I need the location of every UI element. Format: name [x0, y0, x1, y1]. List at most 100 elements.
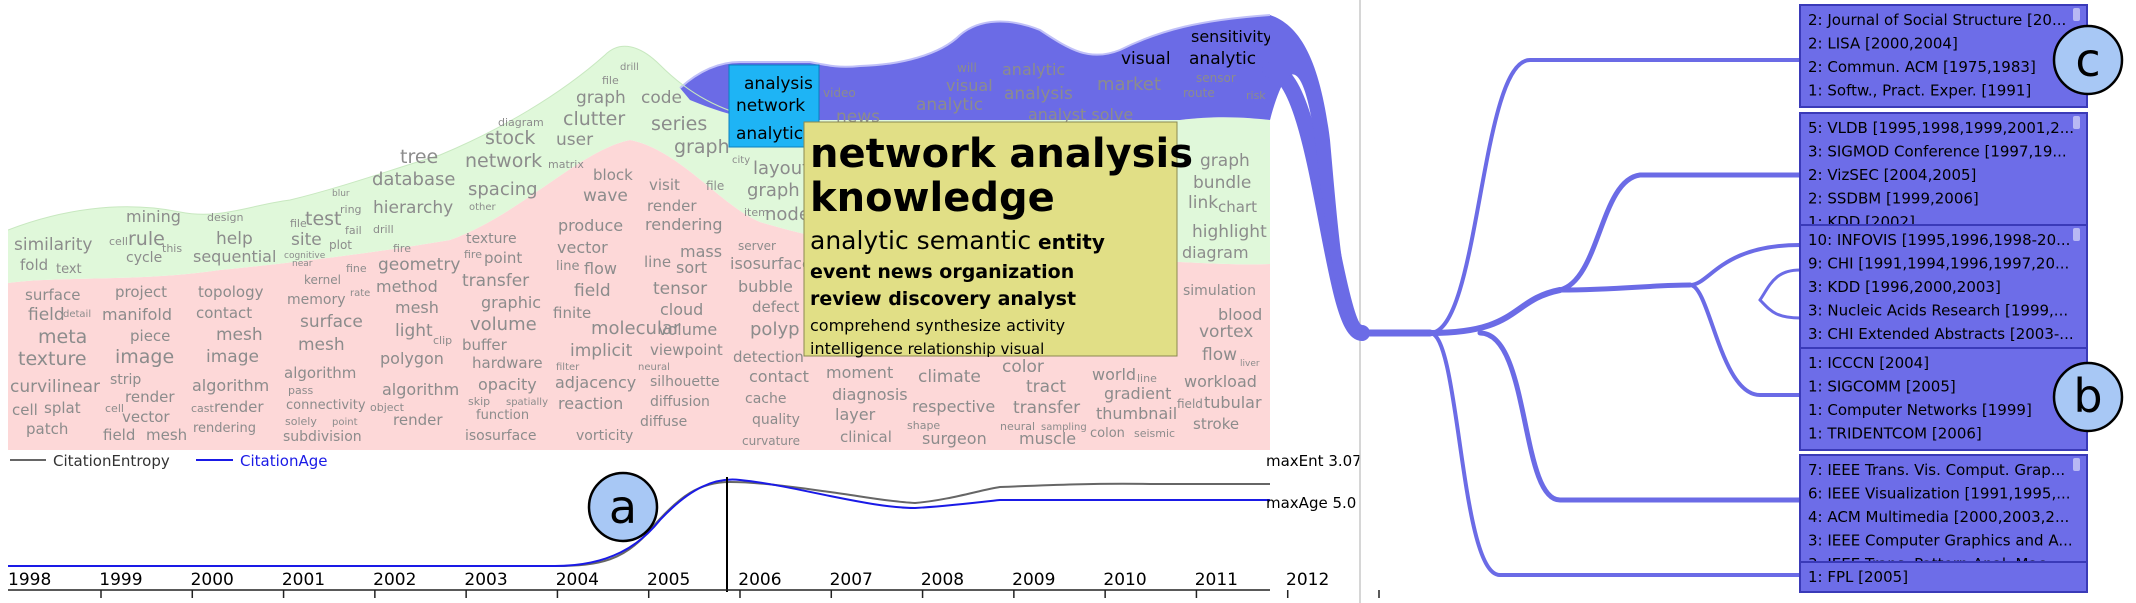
- branch-hci: [1688, 243, 1802, 287]
- topic-word: meta: [38, 326, 87, 348]
- tooltip-term: intelligence: [810, 339, 903, 358]
- venue-item[interactable]: 2: VizSEC [2004,2005]: [1808, 166, 1976, 184]
- tooltip-term: activity: [1001, 316, 1065, 335]
- topic-word: sampling: [1041, 422, 1087, 433]
- red-topic-band[interactable]: [8, 140, 1270, 450]
- tooltip-term: review: [810, 288, 882, 310]
- venue-group-scrollbar[interactable]: [2073, 8, 2080, 21]
- venue-item[interactable]: 1: SIGCOMM [2005]: [1808, 378, 1956, 396]
- topic-word: field: [28, 305, 65, 325]
- topic-word: splat: [44, 399, 81, 417]
- branch-kdd: [1758, 268, 1802, 302]
- topic-word: visual: [946, 76, 993, 95]
- venue-item[interactable]: 10: INFOVIS [1995,1996,1998-20...: [1808, 231, 2070, 249]
- venue-item[interactable]: 1: TRIDENTCOM [2006]: [1808, 425, 1982, 443]
- venue-item[interactable]: 1: FPL [2005]: [1808, 568, 1908, 586]
- venue-item[interactable]: 4: ACM Multimedia [2000,2003,2...: [1808, 508, 2069, 526]
- badge-b: b: [2052, 361, 2124, 433]
- venue-item[interactable]: 7: IEEE Trans. Vis. Comput. Grap...: [1808, 461, 2065, 479]
- topic-word: mesh: [216, 325, 263, 345]
- venue-group[interactable]: 5: VLDB [1995,1998,1999,2001,2... 3: SIGM…: [1799, 112, 2088, 240]
- venue-item[interactable]: 1: ICCCN [2004]: [1808, 354, 1929, 372]
- topic-word: algorithm: [284, 364, 356, 382]
- venue-group-scrollbar[interactable]: [2073, 116, 2080, 129]
- highlight-term-1: analysis: [744, 74, 813, 94]
- topic-word: analytic: [1002, 60, 1065, 79]
- topic-word: route: [1183, 86, 1215, 100]
- topic-word: analytic: [1189, 49, 1256, 69]
- topic-word: world: [1092, 365, 1136, 384]
- venue-item[interactable]: 3: Nucleic Acids Research [1999,...: [1808, 302, 2068, 320]
- venue-item[interactable]: 1: Softw., Pract. Exper. [1991]: [1808, 82, 2031, 100]
- branch-c: [1428, 58, 1802, 335]
- venue-item[interactable]: 3: CHI Extended Abstracts [2003-...: [1808, 325, 2074, 343]
- topic-word: render: [393, 411, 443, 429]
- tooltip-term: discovery: [882, 288, 992, 310]
- topic-word: image: [115, 346, 174, 368]
- topic-word: sort: [676, 258, 707, 277]
- topic-word: near: [292, 259, 313, 269]
- venue-group-scrollbar[interactable]: [2073, 458, 2080, 471]
- topic-word: opacity: [478, 375, 537, 394]
- venue-item[interactable]: 2: SSDBM [1999,2006]: [1808, 190, 1979, 208]
- topic-word: vortex: [1199, 322, 1253, 342]
- topic-word: user: [556, 130, 593, 150]
- topic-word: visual: [1121, 49, 1171, 69]
- venue-item[interactable]: 3: SIGMOD Conference [1997,19...: [1808, 143, 2067, 161]
- venue-item[interactable]: 6: IEEE Visualization [1991,1995,...: [1808, 485, 2071, 503]
- topic-word: filter: [556, 362, 580, 373]
- topic-word: quality: [752, 412, 800, 428]
- venue-group-scrollbar[interactable]: [2073, 228, 2080, 241]
- stream-to-tree-link-fill: [1270, 15, 1362, 340]
- venue-group[interactable]: 7: IEEE Trans. Vis. Comput. Grap... 6: IE…: [1799, 454, 2088, 582]
- topic-word: help: [216, 229, 253, 249]
- venue-group[interactable]: 1: ICCCN [2004] 1: SIGCOMM [2005] 1: Compu…: [1799, 347, 2088, 451]
- year-label: 2002: [373, 570, 416, 590]
- topic-word: produce: [558, 216, 623, 235]
- blue-topic-band[interactable]: [680, 15, 1270, 120]
- topic-word: highlight: [1192, 222, 1267, 242]
- year-label: 2011: [1195, 570, 1238, 590]
- topic-word: bubble: [738, 277, 793, 296]
- venue-item[interactable]: 1: Computer Networks [1999]: [1808, 401, 2032, 419]
- topic-word: fold: [20, 256, 48, 274]
- topic-word: cell: [105, 402, 124, 415]
- venue-item[interactable]: 3: KDD [1996,2000,2003]: [1808, 278, 2001, 296]
- venue-group[interactable]: 2: Journal of Social Structure [20... 2: …: [1799, 4, 2088, 108]
- venue-item[interactable]: 2: Commun. ACM [1975,1983]: [1808, 58, 2036, 76]
- topic-word: chart: [1218, 198, 1257, 216]
- topic-word: mass: [680, 242, 722, 261]
- topic-word: plot: [329, 238, 352, 252]
- topic-word: link: [1188, 193, 1218, 213]
- venue-item[interactable]: 2: LISA [2000,2004]: [1808, 35, 1958, 53]
- topic-word: memory: [287, 292, 346, 308]
- badge-c-circle: [2052, 24, 2124, 96]
- topic-word: item: [744, 206, 769, 219]
- topic-word: diagram: [498, 116, 544, 129]
- topic-word: file: [706, 179, 724, 193]
- year-label: 2004: [556, 570, 599, 590]
- venue-panels[interactable]: 2: Journal of Social Structure [20... 2: …: [1799, 4, 2088, 593]
- year-label: 2009: [1012, 570, 1055, 590]
- topic-word: sequential: [193, 247, 276, 266]
- citation-timeline-chart[interactable]: maxEnt 3.07 maxAge 5.0 1998 1999 2000 2001 2…: [8, 452, 1380, 598]
- topic-word: neural: [1000, 420, 1035, 433]
- topic-word: spacing: [468, 179, 538, 200]
- topic-word: vector: [557, 238, 608, 257]
- topic-word: city: [732, 155, 750, 166]
- topic-word: visit: [649, 176, 680, 194]
- topic-word: field: [103, 426, 135, 444]
- topic-word: piece: [130, 327, 170, 345]
- topic-word: respective: [912, 397, 995, 416]
- venue-item[interactable]: 2: Journal of Social Structure [20...: [1808, 11, 2066, 29]
- venue-group[interactable]: 10: INFOVIS [1995,1996,1998-20... 9: CHI …: [1799, 224, 2088, 352]
- venue-item[interactable]: 3: IEEE Computer Graphics and A...: [1808, 532, 2073, 550]
- topic-word: bundle: [1193, 173, 1251, 193]
- venue-item[interactable]: 5: VLDB [1995,1998,1999,2001,2...: [1808, 119, 2074, 137]
- venue-group[interactable]: 1: FPL [2005]: [1799, 561, 2088, 593]
- topic-word: render: [647, 197, 697, 215]
- venue-item[interactable]: 9: CHI [1991,1994,1996,1997,20...: [1808, 255, 2069, 273]
- topic-word: molecular: [591, 318, 681, 339]
- badge-a-circle: [587, 471, 659, 543]
